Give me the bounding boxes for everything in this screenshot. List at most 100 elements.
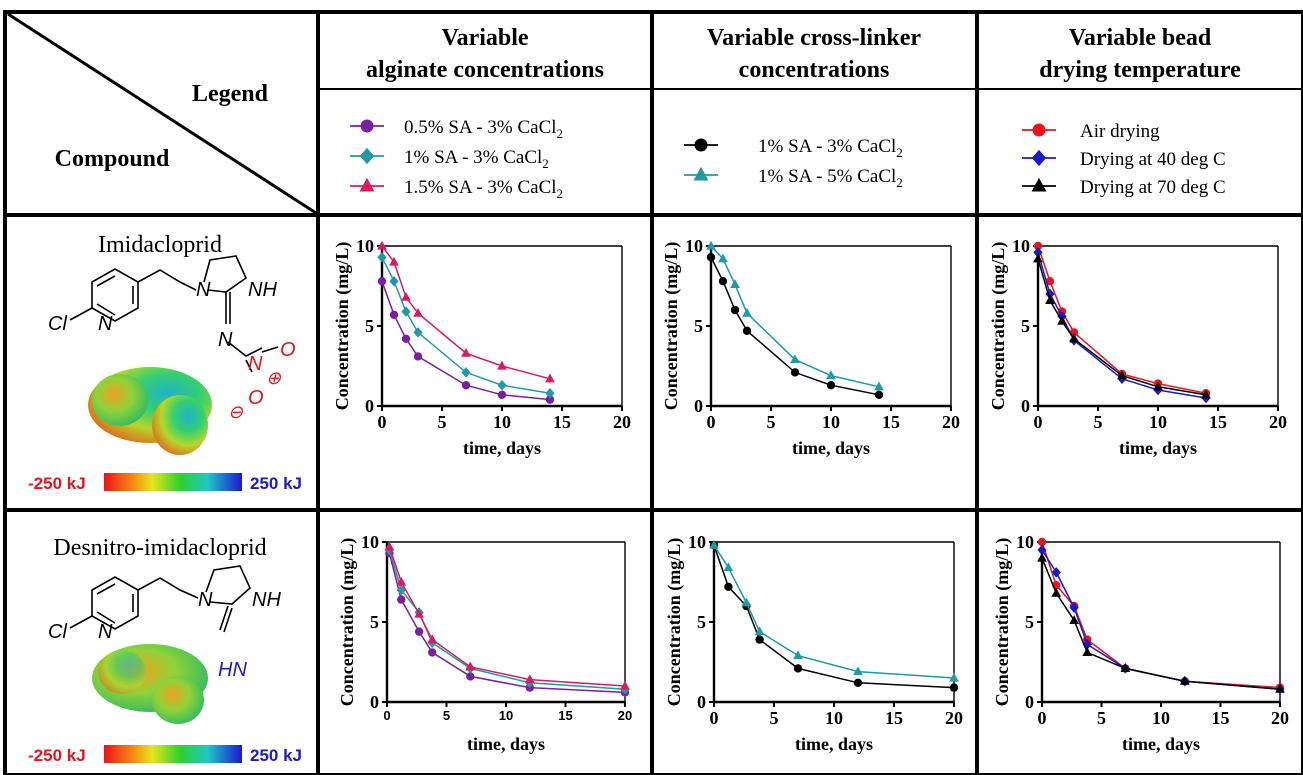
data-point [874,381,884,391]
data-point [413,327,423,338]
compound-name: Imidacloprid [98,232,222,258]
data-point [427,634,438,644]
data-point [414,627,424,636]
series-0 [706,253,884,399]
series-1 [706,240,884,391]
x-axis-label: time, days [463,438,541,458]
atom-n: N [218,329,233,351]
data-point [401,291,411,301]
data-point [742,307,752,317]
x-tick-label: 0 [383,708,390,723]
data-point [524,674,535,684]
chart-panel-r1c3: 0 5 10 15 20 0 5 10 time, days Concentration (mg/… [988,236,1287,458]
x-axis-label: time, days [792,438,870,458]
data-point [397,595,406,604]
y-tick-label: 0 [697,692,706,712]
charts: 0 5 10 15 20 0 5 10 time, days Concentration (mg/… [332,236,1289,754]
y-axis-label: Concentration (mg/L) [664,538,685,706]
data-point [706,253,716,262]
y-tick-label: 0 [365,396,374,416]
x-tick-label: 0 [707,412,716,432]
data-point [389,310,399,319]
compound-desnitro-imidacloprid: Desnitro-imidacloprid Cl N N NH HN -250 … [28,535,302,765]
data-point [1082,647,1093,656]
x-tick-label: 20 [1269,412,1287,432]
data-point [401,306,411,317]
data-point [755,635,764,644]
y-tick-label: 0 [1025,692,1034,712]
data-point [790,368,800,377]
esp-surface-imidacloprid [88,367,212,455]
data-point [413,307,423,317]
atom-n: N [196,279,211,301]
legend-label: 1% SA - 3% CaCl2 [758,136,903,160]
x-tick-label: 0 [1034,412,1043,432]
data-point [413,352,423,361]
atom-n: N [248,353,263,375]
series-1 [709,539,959,682]
legend-item: Air drying [1022,121,1160,142]
data-point [709,539,719,549]
structure-labels-imidacloprid: Cl N N NH N N O O ⊕ ⊖ [48,279,296,422]
chart-panel-r1c2: 0 5 10 15 20 0 5 10 time, days Concentration (mg/… [661,236,960,458]
data-point [826,370,836,380]
x-tick-label: 10 [1152,708,1170,728]
charge-minus: ⊖ [228,402,244,422]
x-tick-label: 15 [1212,708,1230,728]
legend-label: 0.5% SA - 3% CaCl2 [404,117,563,141]
esp-surface-desnitro [92,644,208,724]
series-line [713,544,955,679]
y-tick-label: 5 [697,612,706,632]
col2-header-line2: concentrations [739,57,890,83]
legend-marker [360,119,374,133]
data-point [742,326,752,335]
data-point [1045,288,1055,300]
x-tick-label: 10 [493,412,511,432]
series-2 [384,541,630,690]
data-point [428,648,437,657]
series-0 [709,541,959,692]
y-tick-label: 0 [694,396,703,416]
series-0 [1037,537,1285,692]
data-point [377,240,387,250]
data-point [724,582,733,591]
data-point [1037,552,1047,562]
data-point [461,381,471,390]
atom-o: O [248,387,264,409]
data-point [497,379,507,391]
y-axis-label: Concentration (mg/L) [661,242,682,410]
y-tick-label: 5 [365,316,374,336]
structure-labels-desnitro: Cl N N NH HN [48,589,281,681]
x-tick-label: 10 [825,708,843,728]
y-axis-label: Concentration (mg/L) [988,242,1009,410]
data-point [389,275,399,287]
data-point [377,251,387,263]
esp-color-scale [104,745,242,763]
col2-header-line1: Variable cross-linker [707,25,921,51]
y-tick-label: 0 [1021,396,1030,416]
y-axis-label: Concentration (mg/L) [337,538,358,706]
chart-panel-r2c3: 0 5 10 15 20 0 5 10 time, days Concentration (mg/… [992,532,1289,754]
series-2 [1033,253,1211,399]
x-tick-label: 0 [378,412,387,432]
data-point [730,305,740,315]
legend-item: Drying at 70 deg C [1022,177,1226,198]
series-line [388,546,626,687]
atom-cl: Cl [48,621,67,643]
series-2 [1037,552,1285,693]
data-point [754,626,765,636]
data-point [1120,663,1131,672]
x-tick-label: 20 [618,708,632,723]
data-point [465,661,476,671]
data-point [723,562,734,572]
y-tick-label: 10 [685,236,703,256]
y-tick-label: 10 [361,532,379,552]
series-line [1041,541,1281,689]
x-tick-label: 5 [1097,708,1106,728]
data-point [730,279,740,288]
x-tick-label: 20 [1271,708,1289,728]
data-point [620,680,630,690]
atom-n: N [98,313,113,335]
x-axis-label: time, days [1119,438,1197,458]
atom-nh: NH [252,589,281,611]
